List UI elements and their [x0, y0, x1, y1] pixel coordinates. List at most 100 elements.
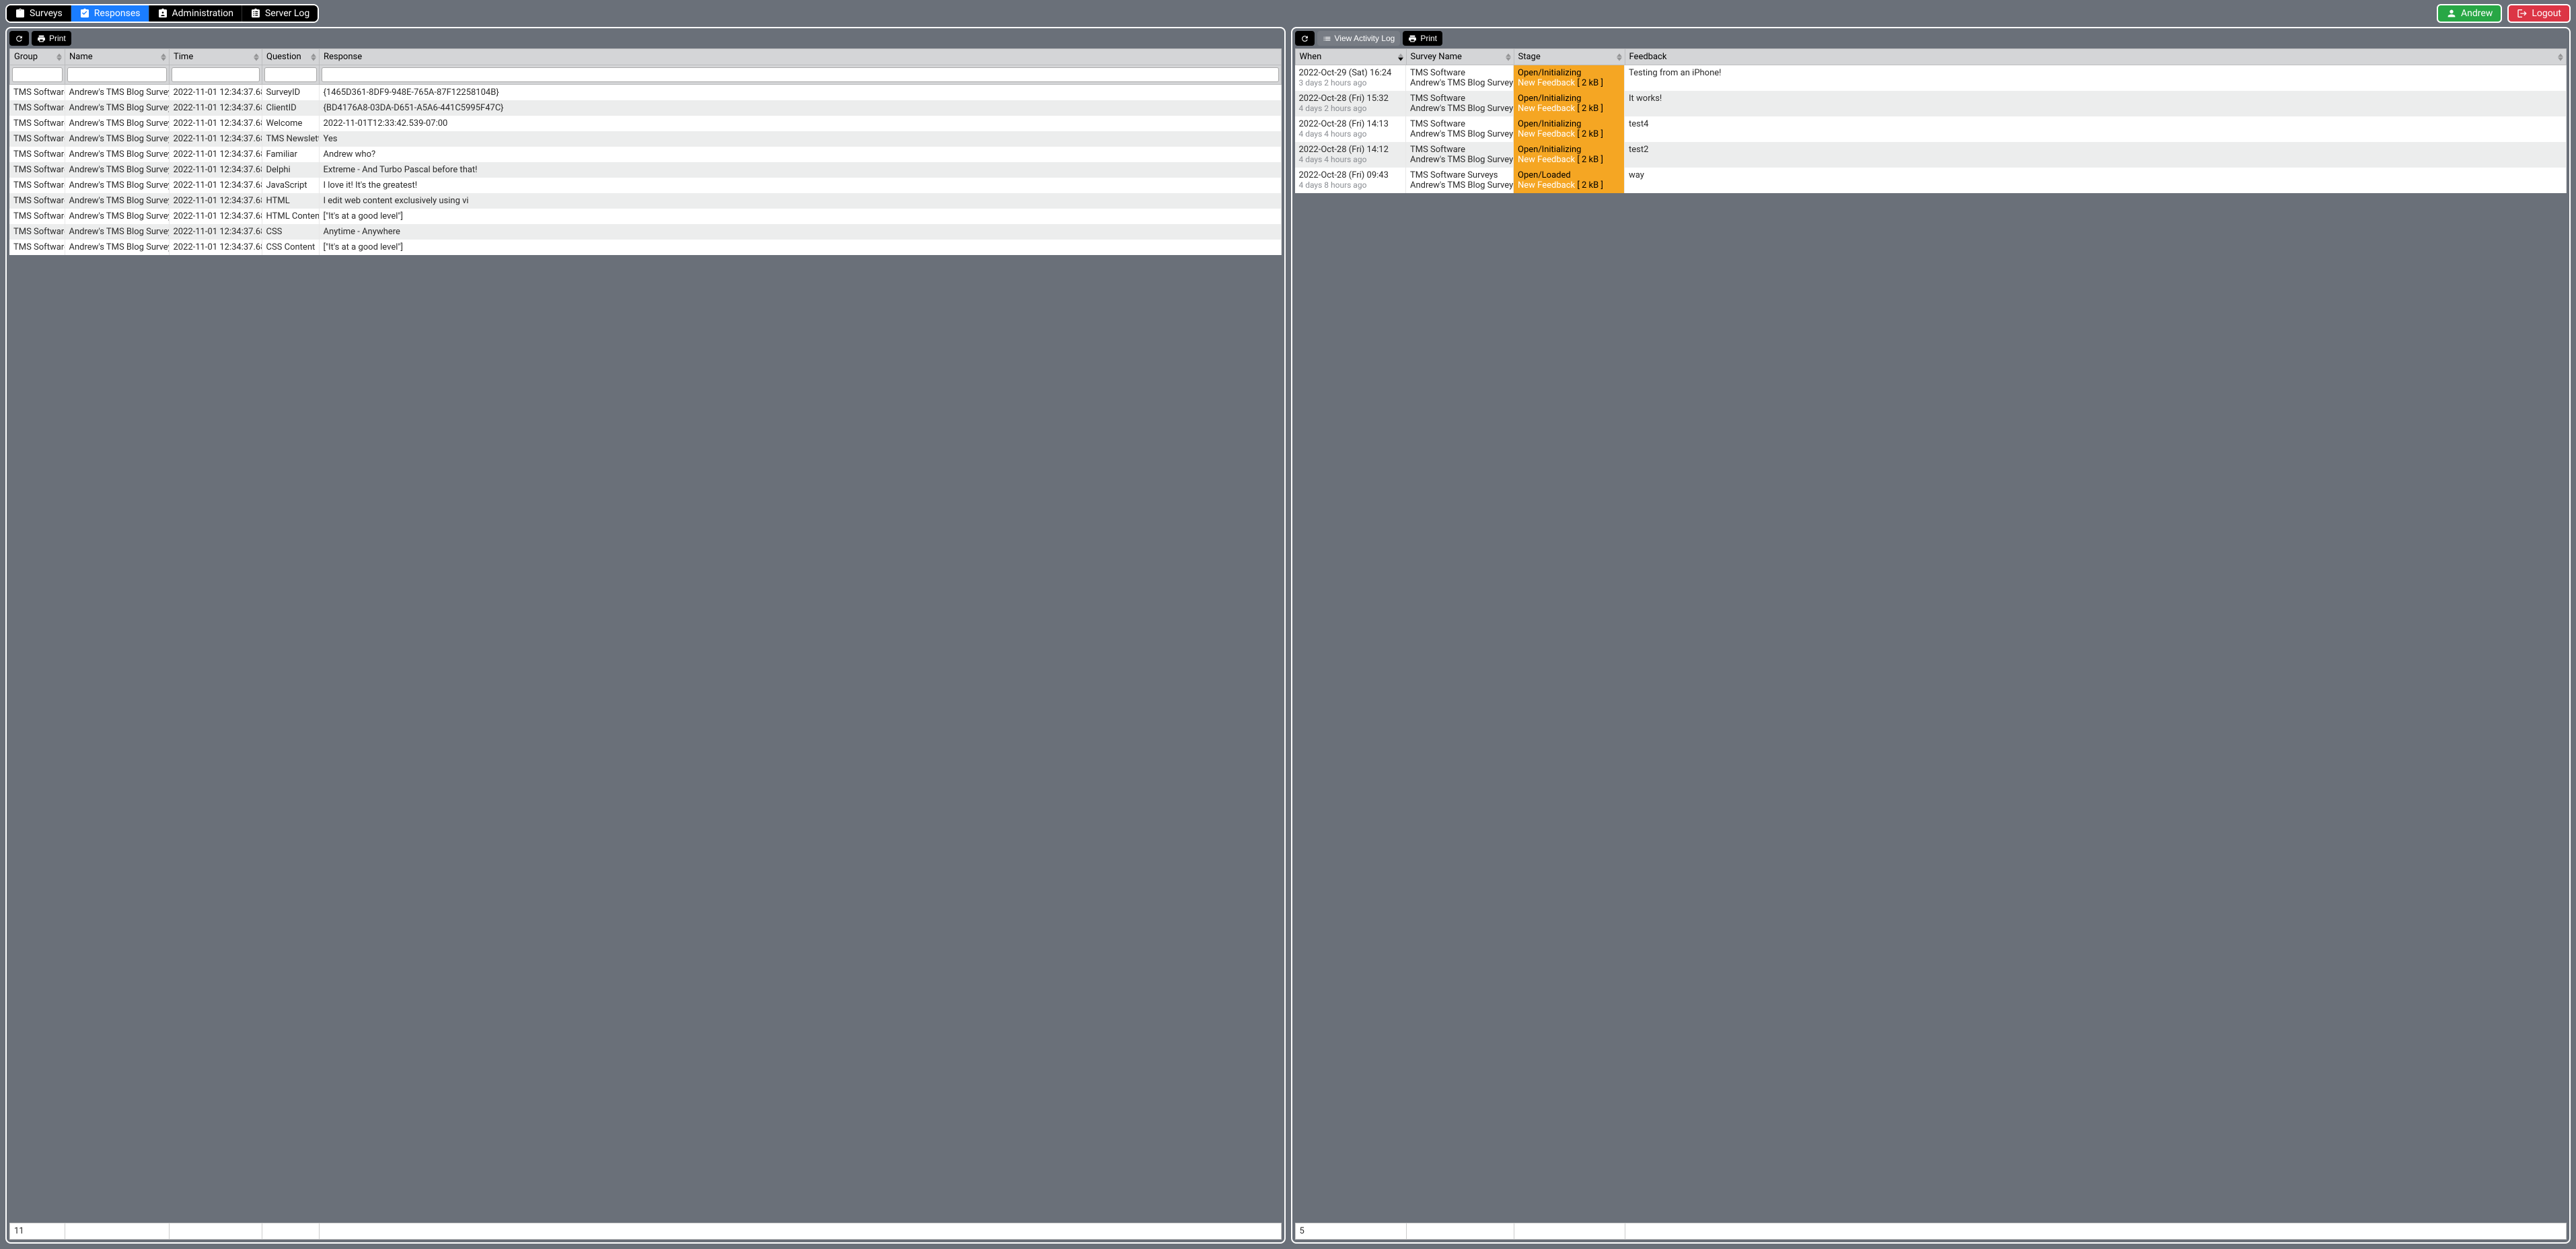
- user-button[interactable]: Andrew: [2437, 4, 2502, 23]
- col-when[interactable]: When: [1295, 49, 1406, 65]
- col-group[interactable]: Group: [10, 49, 65, 65]
- cell-feedback: test4: [1625, 116, 2567, 142]
- cell-question: HTML: [262, 193, 319, 209]
- cell-feedback: test2: [1625, 142, 2567, 168]
- cell-question: CSS: [262, 224, 319, 240]
- cell-stage: Open/InitializingNew Feedback [ 2 kB ]: [1514, 91, 1625, 116]
- cell-question: TMS Newsletter: [262, 131, 319, 147]
- cell-time: 2022-11-01 12:34:37.682: [169, 147, 262, 162]
- table-row[interactable]: TMS SoftwareAndrew's TMS Blog Survey #12…: [9, 209, 1281, 224]
- cell-stage: Open/InitializingNew Feedback [ 2 kB ]: [1514, 116, 1625, 142]
- refresh-button[interactable]: [1295, 31, 1315, 46]
- cell-response: {BD4176A8-03DA-D651-A5A6-441C5995F47C}: [319, 100, 1281, 116]
- refresh-icon: [1300, 34, 1309, 43]
- table-row[interactable]: 2022-Oct-28 (Fri) 14:124 days 4 hours ag…: [1295, 142, 2567, 168]
- filter-time[interactable]: [172, 67, 260, 82]
- table-row[interactable]: 2022-Oct-29 (Sat) 16:243 days 2 hours ag…: [1295, 65, 2567, 91]
- tab-server-log[interactable]: Server Log: [242, 5, 318, 22]
- table-row[interactable]: TMS SoftwareAndrew's TMS Blog Survey #12…: [9, 85, 1281, 100]
- top-bar: Surveys Responses Administration Server …: [0, 0, 2576, 27]
- footer-count: 5: [1295, 1223, 1406, 1240]
- table-row[interactable]: 2022-Oct-28 (Fri) 14:134 days 4 hours ag…: [1295, 116, 2567, 142]
- cell-group: TMS Software: [9, 147, 65, 162]
- cell-group: TMS Software: [9, 85, 65, 100]
- table-row[interactable]: TMS SoftwareAndrew's TMS Blog Survey #12…: [9, 178, 1281, 193]
- cell-group: TMS Software: [9, 224, 65, 240]
- cell-group: TMS Software: [9, 131, 65, 147]
- responses-panel: Print Group Name Time Question Response: [5, 27, 1286, 1244]
- cell-time: 2022-11-01 12:34:37.682: [169, 193, 262, 209]
- cell-response: ["It's at a good level"]: [319, 209, 1281, 224]
- print-icon: [37, 34, 46, 43]
- cell-survey-name: TMS SoftwareAndrew's TMS Blog Survey #1: [1406, 65, 1514, 91]
- cell-time: 2022-11-01 12:34:37.682: [169, 240, 262, 255]
- tab-responses[interactable]: Responses: [71, 5, 149, 22]
- print-button[interactable]: Print: [1403, 31, 1442, 46]
- cell-group: TMS Software: [9, 116, 65, 131]
- cell-group: TMS Software: [9, 240, 65, 255]
- cell-survey-name: TMS SoftwareAndrew's TMS Blog Survey #1: [1406, 116, 1514, 142]
- cell-group: TMS Software: [9, 193, 65, 209]
- col-response[interactable]: Response: [320, 49, 1282, 65]
- table-row[interactable]: TMS SoftwareAndrew's TMS Blog Survey #12…: [9, 240, 1281, 255]
- user-icon: [2446, 8, 2457, 19]
- cell-question: JavaScript: [262, 178, 319, 193]
- cell-survey-name: TMS Software SurveysAndrew's TMS Blog Su…: [1406, 168, 1514, 193]
- table-row[interactable]: TMS SoftwareAndrew's TMS Blog Survey #12…: [9, 147, 1281, 162]
- cell-name: Andrew's TMS Blog Survey #1: [65, 116, 169, 131]
- filter-question[interactable]: [264, 67, 317, 82]
- refresh-button[interactable]: [9, 31, 29, 46]
- tab-label: Surveys: [30, 8, 63, 19]
- cell-question: Familiar: [262, 147, 319, 162]
- cell-time: 2022-11-01 12:34:37.682: [169, 209, 262, 224]
- cell-name: Andrew's TMS Blog Survey #1: [65, 178, 169, 193]
- table-row[interactable]: TMS SoftwareAndrew's TMS Blog Survey #12…: [9, 100, 1281, 116]
- tab-label: Server Log: [265, 8, 309, 19]
- tab-label: Administration: [172, 8, 233, 19]
- cell-time: 2022-11-01 12:34:37.682: [169, 85, 262, 100]
- table-row[interactable]: TMS SoftwareAndrew's TMS Blog Survey #12…: [9, 116, 1281, 131]
- logout-label: Logout: [2532, 8, 2561, 19]
- cell-when: 2022-Oct-29 (Sat) 16:243 days 2 hours ag…: [1295, 65, 1406, 91]
- cell-response: Anytime - Anywhere: [319, 224, 1281, 240]
- tab-administration[interactable]: Administration: [149, 5, 242, 22]
- col-stage[interactable]: Stage: [1514, 49, 1625, 65]
- col-feedback[interactable]: Feedback: [1625, 49, 2567, 65]
- cell-name: Andrew's TMS Blog Survey #1: [65, 224, 169, 240]
- col-time[interactable]: Time: [170, 49, 262, 65]
- table-row[interactable]: TMS SoftwareAndrew's TMS Blog Survey #12…: [9, 193, 1281, 209]
- cell-group: TMS Software: [9, 100, 65, 116]
- main-area: Print Group Name Time Question Response: [0, 27, 2576, 1249]
- feedback-body: 2022-Oct-29 (Sat) 16:243 days 2 hours ag…: [1295, 65, 2567, 193]
- cell-when: 2022-Oct-28 (Fri) 15:324 days 2 hours ag…: [1295, 91, 1406, 116]
- right-toolbar: View Activity Log Print: [1292, 28, 2570, 48]
- filter-name[interactable]: [67, 67, 167, 82]
- col-question[interactable]: Question: [262, 49, 320, 65]
- cell-response: Andrew who?: [319, 147, 1281, 162]
- cell-group: TMS Software: [9, 162, 65, 178]
- filter-group[interactable]: [12, 67, 63, 82]
- logout-button[interactable]: Logout: [2507, 4, 2571, 23]
- tab-surveys[interactable]: Surveys: [7, 5, 71, 22]
- print-button[interactable]: Print: [32, 31, 71, 46]
- table-row[interactable]: TMS SoftwareAndrew's TMS Blog Survey #12…: [9, 162, 1281, 178]
- clipboard-check-icon: [79, 8, 90, 19]
- table-row[interactable]: TMS SoftwareAndrew's TMS Blog Survey #12…: [9, 224, 1281, 240]
- table-row[interactable]: 2022-Oct-28 (Fri) 09:434 days 8 hours ag…: [1295, 168, 2567, 193]
- col-name[interactable]: Name: [65, 49, 170, 65]
- filter-response[interactable]: [322, 67, 1279, 82]
- footer-count: 11: [10, 1223, 65, 1240]
- cell-group: TMS Software: [9, 178, 65, 193]
- cell-question: Delphi: [262, 162, 319, 178]
- table-row[interactable]: 2022-Oct-28 (Fri) 15:324 days 2 hours ag…: [1295, 91, 2567, 116]
- cell-stage: Open/LoadedNew Feedback [ 2 kB ]: [1514, 168, 1625, 193]
- footer-row: 5: [1295, 1223, 2567, 1240]
- col-survey-name[interactable]: Survey Name: [1406, 49, 1514, 65]
- list-icon: [1323, 34, 1331, 43]
- cell-name: Andrew's TMS Blog Survey #1: [65, 100, 169, 116]
- cell-when: 2022-Oct-28 (Fri) 09:434 days 8 hours ag…: [1295, 168, 1406, 193]
- table-row[interactable]: TMS SoftwareAndrew's TMS Blog Survey #12…: [9, 131, 1281, 147]
- view-activity-log-button[interactable]: View Activity Log: [1317, 31, 1401, 46]
- cell-name: Andrew's TMS Blog Survey #1: [65, 193, 169, 209]
- print-icon: [1408, 34, 1417, 43]
